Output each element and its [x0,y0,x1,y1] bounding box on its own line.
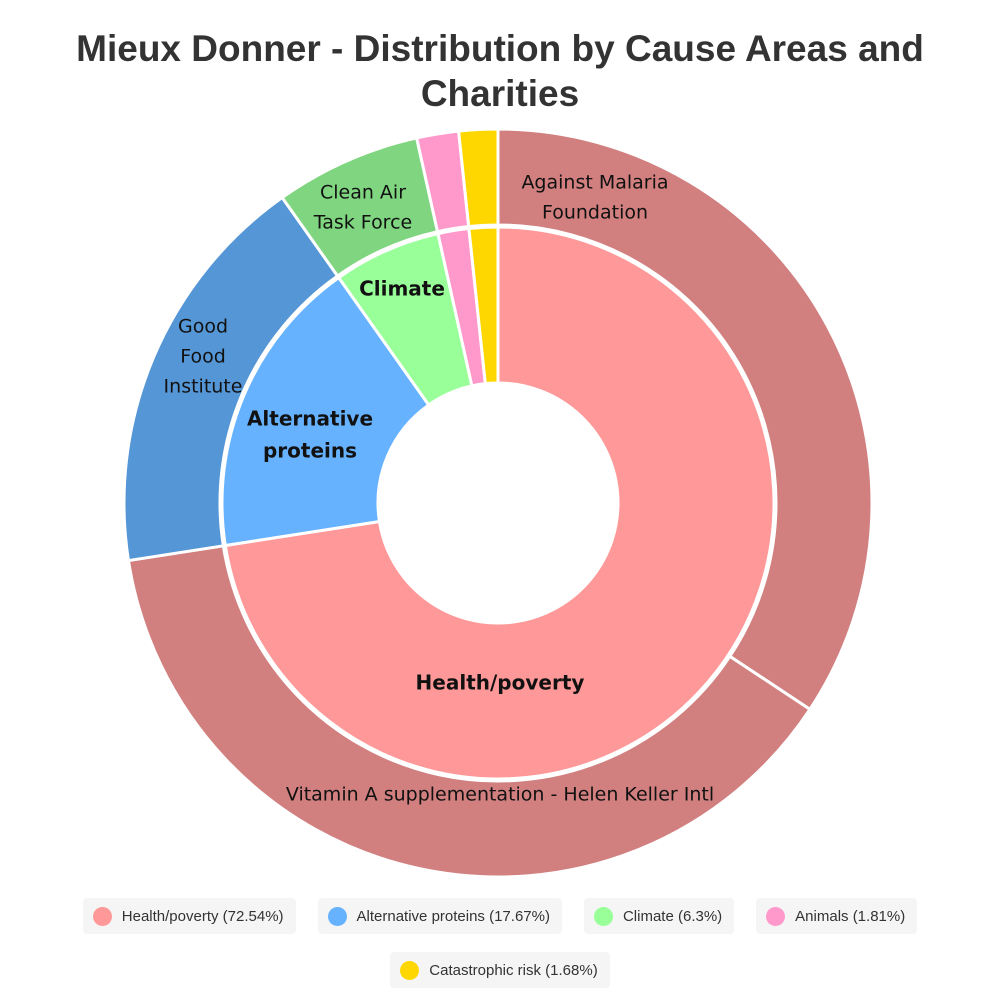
inner-ring [220,225,776,781]
slice-labels: Health/poverty Alternative proteins Climate… [164,172,715,806]
legend-item-health-poverty[interactable]: Health/poverty (72.54%) [82,898,296,934]
legend-item-alternative-proteins[interactable]: Alternative proteins (17.67%) [317,898,562,934]
legend-swatch [92,906,112,926]
legend-item-catastrophic-risk[interactable]: Catastrophic risk (1.68%) [390,952,610,988]
outer-ring [122,127,874,879]
legend-item-animals[interactable]: Animals (1.81%) [756,898,918,934]
legend-swatch [766,906,786,926]
inner-label-climate: Climate [359,277,445,301]
legend-swatch [593,906,613,926]
legend-label: Catastrophic risk (1.68%) [429,961,598,979]
outer-slice-segment-5[interactable] [457,127,500,229]
chart-title: Mieux Donner - Distribution by Cause Are… [76,28,924,114]
inner-slice-catastrophic-risk[interactable] [467,225,500,386]
legend-swatch [327,906,347,926]
outer-slice-against-malaria-foundation[interactable] [496,127,874,711]
outer-label-against-malaria-foundation: Against Malaria Foundation [521,172,668,224]
legend-label: Animals (1.81%) [795,907,906,925]
inner-slice-alternative-proteins[interactable] [220,276,431,547]
legend: Health/poverty (72.54%) Alternative prote… [0,898,1000,988]
legend-item-climate[interactable]: Climate (6.3%) [583,898,735,934]
inner-label-health-poverty: Health/poverty [416,671,585,695]
outer-label-good-food-institute: Good Food Institute [164,316,243,398]
legend-label: Alternative proteins (17.67%) [356,907,550,925]
inner-label-alternative-proteins: Alternative proteins [247,407,373,463]
legend-label: Climate (6.3%) [622,907,723,925]
outer-slice-vitamin-a-supplementation-helen-keller-intl[interactable] [126,544,812,879]
legend-label: Health/poverty (72.54%) [121,907,284,925]
inner-slice-health-poverty[interactable] [223,225,776,781]
legend-swatch [400,960,420,980]
outer-label-vitamin-a-supplementation-helen-keller-intl: Vitamin A supplementation - Helen Keller… [286,784,714,806]
outer-label-clean-air-task-force: Clean Air Task Force [313,182,412,234]
